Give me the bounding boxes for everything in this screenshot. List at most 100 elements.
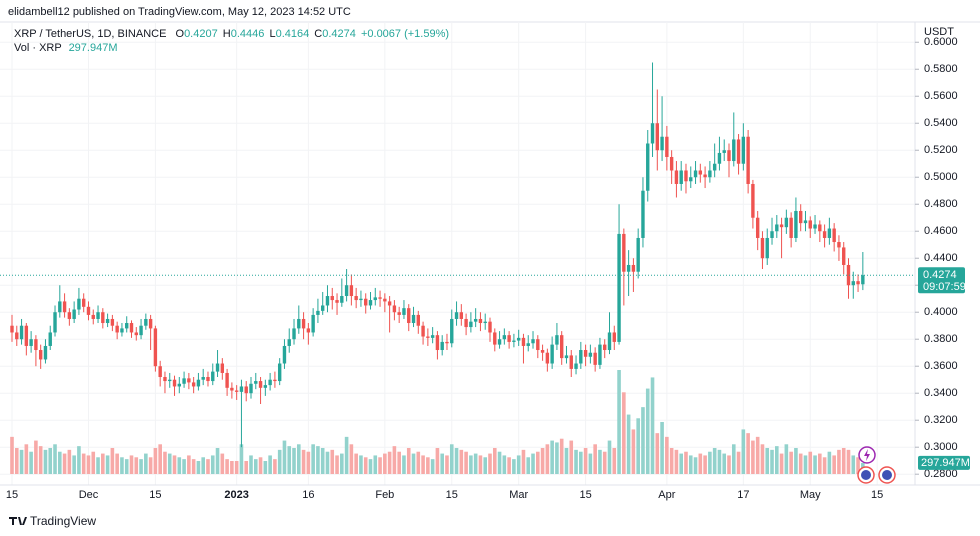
volume-bar xyxy=(81,453,86,474)
candle-body xyxy=(426,336,430,338)
volume-bar xyxy=(746,433,750,474)
candle-body xyxy=(732,139,736,162)
candle-body xyxy=(459,312,464,319)
candle-body xyxy=(249,383,253,394)
volume-bar xyxy=(24,444,29,474)
volume-bar xyxy=(110,448,115,474)
volume-bar xyxy=(105,455,110,474)
candle-body xyxy=(134,332,138,336)
candle-body xyxy=(330,296,334,301)
candle-body xyxy=(665,136,669,157)
candle-body xyxy=(125,323,129,329)
volume-bar xyxy=(359,455,363,474)
volume-bar xyxy=(507,457,511,474)
event-flag xyxy=(861,470,871,480)
volume-bar xyxy=(344,436,349,474)
candle-body xyxy=(349,285,354,297)
volume-bar xyxy=(531,453,535,474)
candle-body xyxy=(507,335,511,342)
candle-body xyxy=(254,381,258,384)
candle-body xyxy=(842,247,846,265)
volume-bar xyxy=(808,451,813,474)
candle-body xyxy=(794,210,798,238)
candle-body xyxy=(674,170,679,184)
legend-value: 0.4274 xyxy=(322,28,356,40)
volume-bar xyxy=(684,451,688,474)
volume-bar xyxy=(144,453,148,474)
candle-body xyxy=(583,350,588,357)
volume-bar xyxy=(588,453,593,474)
candle-body xyxy=(526,343,530,346)
volume-bar xyxy=(731,444,736,474)
candle-body xyxy=(368,300,373,306)
volume-bar xyxy=(598,449,602,474)
candle-body xyxy=(10,325,14,333)
volume-bar xyxy=(77,446,81,474)
candle-body xyxy=(531,339,535,344)
candle-body xyxy=(258,381,263,388)
candle-body xyxy=(799,210,803,224)
candle-body xyxy=(846,264,851,286)
candle-body xyxy=(751,183,755,218)
x-tick-label: 15 xyxy=(446,489,458,501)
candle-body xyxy=(555,335,559,345)
volume-bar xyxy=(187,455,191,474)
candle-body xyxy=(560,335,564,359)
volume-bar xyxy=(851,455,856,474)
volume-bar xyxy=(191,459,196,474)
candle-body xyxy=(19,325,24,340)
volume-bar xyxy=(837,449,841,474)
volume-bar xyxy=(426,457,430,474)
y-tick-label: 0.5400 xyxy=(924,117,958,129)
volume-bar xyxy=(770,449,774,474)
x-tick-label: 15 xyxy=(579,489,591,501)
volume-bar xyxy=(459,449,464,474)
candle-body xyxy=(545,352,550,364)
candle-body xyxy=(168,379,172,382)
publisher-line: elidambell12 published on TradingView.co… xyxy=(8,6,351,18)
candle-body xyxy=(607,332,612,351)
volume-bar xyxy=(803,455,808,474)
candle-body xyxy=(550,344,554,364)
currency-label: USDT xyxy=(924,26,954,38)
volume-bar xyxy=(536,451,540,474)
volume-bar xyxy=(698,453,703,474)
candle-body xyxy=(789,217,793,238)
volume-bar xyxy=(579,451,583,474)
volume-bar xyxy=(622,392,626,474)
candle-body xyxy=(765,237,769,259)
volume-bar xyxy=(440,453,444,474)
volume-bar xyxy=(416,451,421,474)
volume-bar xyxy=(669,448,674,474)
y-tick-label: 0.6000 xyxy=(924,36,958,48)
volume-bar xyxy=(325,451,330,474)
volume-bar xyxy=(354,453,358,474)
volume-bar xyxy=(158,444,162,474)
legend-value: 0.4164 xyxy=(276,28,310,40)
volume-bar xyxy=(220,453,225,474)
volume-bar xyxy=(545,444,550,474)
countdown-label: 09:07:59 xyxy=(923,281,966,293)
candle-body xyxy=(818,224,822,232)
candle-body xyxy=(129,323,134,333)
volume-bar xyxy=(674,449,679,474)
volume-bar xyxy=(827,451,832,474)
candle-body xyxy=(430,335,435,338)
candle-body xyxy=(708,170,712,178)
candle-body xyxy=(822,231,827,238)
candle-body xyxy=(325,296,330,306)
candle-body xyxy=(105,318,110,324)
volume-bar xyxy=(464,451,468,474)
volume-bar xyxy=(86,455,91,474)
candle-body xyxy=(755,217,760,238)
candle-body xyxy=(38,350,43,360)
volume-bar xyxy=(320,448,325,474)
y-tick-label: 0.4000 xyxy=(924,306,958,318)
volume-bar xyxy=(406,448,411,474)
volume-bar xyxy=(43,449,48,474)
volume-bar xyxy=(569,440,574,474)
candle-body xyxy=(741,136,746,164)
volume-bar xyxy=(846,449,851,474)
volume-bar xyxy=(34,440,38,474)
